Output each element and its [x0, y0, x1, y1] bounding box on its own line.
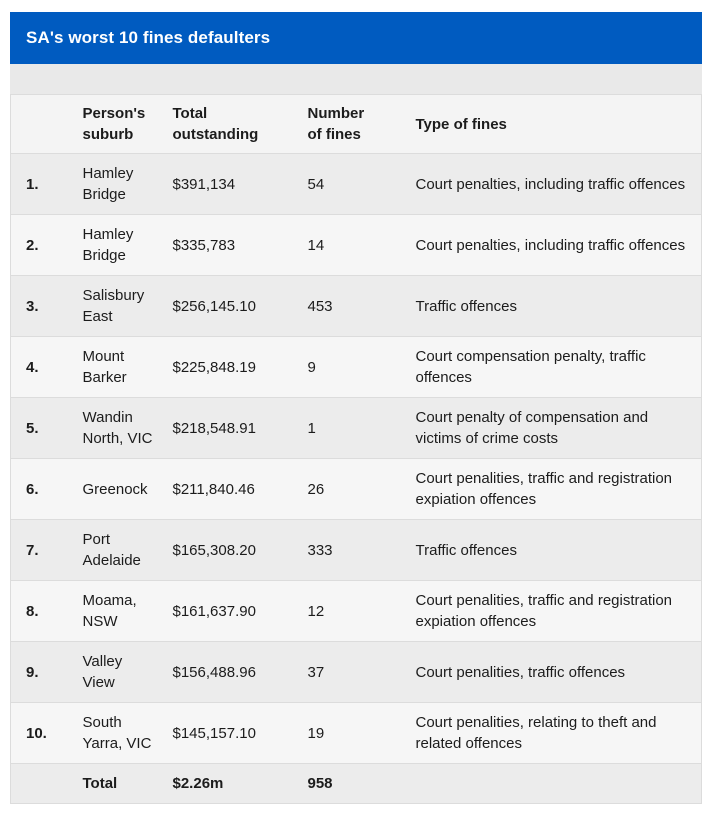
- type-of-fines-cell: Court penalities, traffic offences: [415, 663, 626, 681]
- col-header-rank: [11, 95, 83, 154]
- page-title: SA's worst 10 fines defaulters: [26, 28, 271, 47]
- rank-cell: 5.: [26, 419, 39, 437]
- col-header-total-outstanding: Total outstanding: [173, 95, 308, 154]
- rank-cell: 1.: [26, 175, 39, 193]
- type-of-fines-cell: Traffic offences: [415, 541, 517, 559]
- suburb-cell: Hamley Bridge: [82, 165, 134, 203]
- rank-cell: [11, 764, 83, 804]
- table-row: 8. Moama, NSW $161,637.90 12 Court penal…: [10, 580, 702, 642]
- suburb-cell: Salisbury East: [82, 287, 145, 325]
- table-row: 9. Valley View $156,488.96 37 Court pena…: [10, 641, 702, 703]
- table-row: 3. Salisbury East $256,145.10 453 Traffi…: [10, 275, 702, 337]
- table-row: 4. Mount Barker $225,848.19 9 Court comp…: [10, 336, 702, 398]
- fines-table: Person's suburb Total outstanding Number…: [10, 94, 702, 804]
- col-header-suburb-label: Person's suburb: [82, 105, 146, 143]
- table-row: 6. Greenock $211,840.46 26 Court penalit…: [10, 458, 702, 520]
- table-row: 5. Wandin North, VIC $218,548.91 1 Court…: [10, 397, 702, 459]
- col-header-suburb: Person's suburb: [83, 95, 173, 154]
- number-of-fines-cell: 14: [307, 236, 325, 254]
- rank-cell: 6.: [26, 480, 39, 498]
- type-of-fines-cell: [416, 764, 702, 804]
- total-outstanding-cell: $256,145.10: [172, 297, 256, 315]
- title-bar: SA's worst 10 fines defaulters: [10, 12, 702, 64]
- rank-cell: 3.: [26, 297, 39, 315]
- rank-cell: 7.: [26, 541, 39, 559]
- type-of-fines-cell: Traffic offences: [415, 297, 517, 315]
- total-outstanding-cell: $391,134: [172, 175, 236, 193]
- number-of-fines-cell: 333: [307, 541, 333, 559]
- number-of-fines-cell: 37: [307, 663, 325, 681]
- col-header-number-of-fines-label: Number of fines: [307, 105, 365, 143]
- suburb-cell: South Yarra, VIC: [82, 714, 152, 752]
- rank-cell: 2.: [26, 236, 39, 254]
- col-header-type-of-fines-label: Type of fines: [415, 115, 507, 133]
- total-outstanding-cell: $161,637.90: [172, 602, 256, 620]
- total-outstanding-cell: $156,488.96: [172, 663, 256, 681]
- type-of-fines-cell: Court penalties, including traffic offen…: [415, 175, 686, 193]
- rank-cell: 10.: [26, 724, 47, 742]
- number-of-fines-cell: 453: [307, 297, 333, 315]
- number-of-fines-cell: 12: [307, 602, 325, 620]
- table-row: 2. Hamley Bridge $335,783 14 Court penal…: [10, 214, 702, 276]
- total-outstanding-cell: $145,157.10: [172, 724, 256, 742]
- number-of-fines-cell: 1: [307, 419, 316, 437]
- total-outstanding-cell: $218,548.91: [172, 419, 256, 437]
- total-outstanding-cell: $225,848.19: [172, 358, 256, 376]
- rank-cell: 9.: [26, 663, 39, 681]
- table-row: 1. Hamley Bridge $391,134 54 Court penal…: [10, 153, 702, 215]
- suburb-cell: Wandin North, VIC: [82, 409, 153, 447]
- suburb-cell: Greenock: [82, 480, 148, 498]
- suburb-cell: Port Adelaide: [82, 531, 141, 569]
- table-total-row: Total $2.26m 958: [10, 763, 702, 804]
- number-of-fines-cell: 19: [307, 724, 325, 742]
- suburb-cell: Moama, NSW: [82, 592, 137, 630]
- table-header-row: Person's suburb Total outstanding Number…: [10, 94, 702, 154]
- col-header-number-of-fines: Number of fines: [308, 95, 416, 154]
- fines-table-widget: SA's worst 10 fines defaulters Person's …: [10, 12, 702, 804]
- type-of-fines-cell: Court penalties, including traffic offen…: [415, 236, 686, 254]
- table-row: 10. South Yarra, VIC $145,157.10 19 Cour…: [10, 702, 702, 764]
- total-outstanding-cell: $335,783: [172, 236, 236, 254]
- suburb-cell: Mount Barker: [82, 348, 127, 386]
- type-of-fines-cell: Court penalty of compensation and victim…: [415, 409, 649, 447]
- col-header-type-of-fines: Type of fines: [416, 95, 702, 154]
- suburb-cell: Hamley Bridge: [82, 226, 134, 264]
- rank-cell: 4.: [26, 358, 39, 376]
- type-of-fines-cell: Court penalities, relating to theft and …: [415, 714, 657, 752]
- table-body: 1. Hamley Bridge $391,134 54 Court penal…: [10, 153, 702, 804]
- total-outstanding-cell: $2.26m: [172, 775, 224, 792]
- total-outstanding-cell: $211,840.46: [172, 480, 255, 498]
- type-of-fines-cell: Court penalities, traffic and registrati…: [415, 592, 673, 630]
- number-of-fines-cell: 26: [307, 480, 325, 498]
- suburb-cell: Total: [82, 775, 118, 792]
- suburb-cell: Valley View: [82, 653, 123, 691]
- type-of-fines-cell: Court compensation penalty, traffic offe…: [415, 348, 646, 386]
- number-of-fines-cell: 958: [307, 775, 333, 792]
- rank-cell: 8.: [26, 602, 39, 620]
- total-outstanding-cell: $165,308.20: [172, 541, 256, 559]
- table-row: 7. Port Adelaide $165,308.20 333 Traffic…: [10, 519, 702, 581]
- number-of-fines-cell: 9: [307, 358, 316, 376]
- number-of-fines-cell: 54: [307, 175, 325, 193]
- col-header-total-outstanding-label: Total outstanding: [172, 105, 259, 143]
- type-of-fines-cell: Court penalities, traffic and registrati…: [415, 470, 673, 508]
